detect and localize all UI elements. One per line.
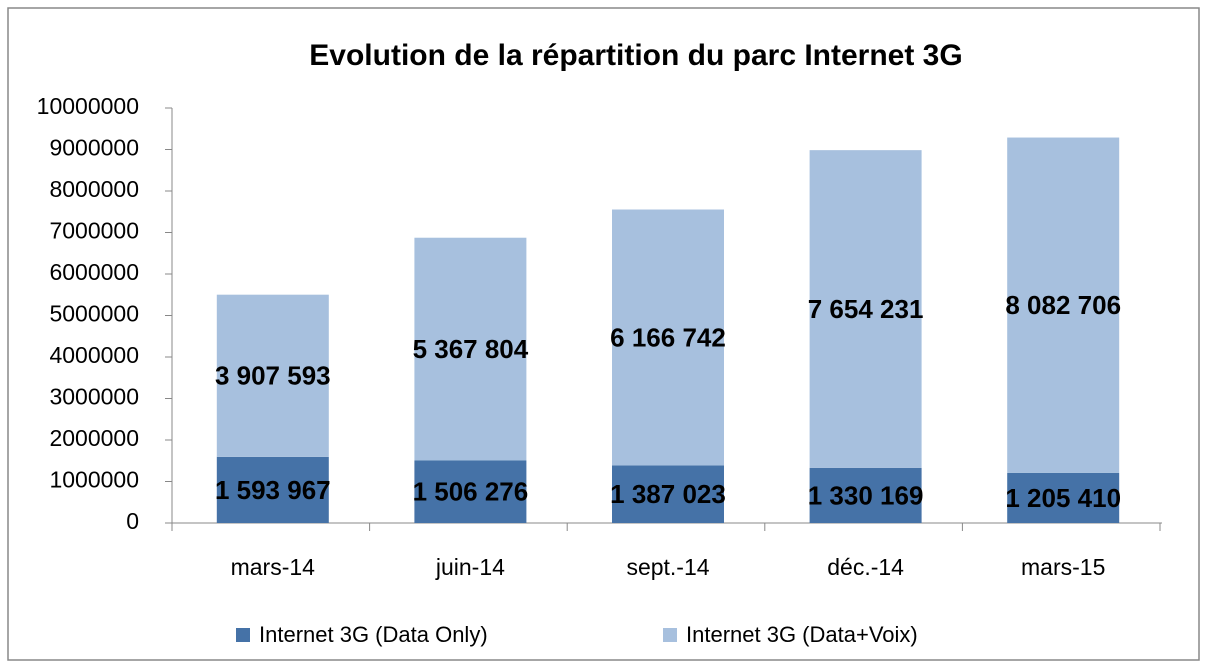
bar-segment xyxy=(216,294,329,457)
value-label: 1 506 276 xyxy=(413,477,529,507)
x-tick-label: mars-15 xyxy=(1021,554,1105,580)
chart-border xyxy=(7,7,1200,661)
y-tick-label: 8000000 xyxy=(49,176,139,202)
bar-segment xyxy=(809,150,922,468)
y-tick-label: 4000000 xyxy=(49,342,139,368)
chart-title: Evolution de la répartition du parc Inte… xyxy=(309,39,962,72)
legend-label: Internet 3G (Data Only) xyxy=(259,622,488,647)
y-tick-label: 10000000 xyxy=(37,93,139,119)
value-label: 1 593 967 xyxy=(215,475,331,505)
x-tick-label: mars-14 xyxy=(231,554,316,580)
y-tick-label: 7000000 xyxy=(49,218,139,244)
x-tick-label: juin-14 xyxy=(435,554,505,580)
bar-segment xyxy=(216,456,329,523)
x-tick-label: sept.-14 xyxy=(626,554,709,580)
value-label: 1 387 023 xyxy=(610,479,726,509)
value-label: 3 907 593 xyxy=(215,361,331,391)
value-label: 8 082 706 xyxy=(1005,290,1121,320)
y-tick-label: 0 xyxy=(126,508,139,534)
legend-label: Internet 3G (Data+Voix) xyxy=(686,622,918,647)
value-label: 7 654 231 xyxy=(808,294,924,324)
value-label: 1 205 410 xyxy=(1005,483,1121,513)
y-tick-label: 6000000 xyxy=(49,259,139,285)
legend-swatch xyxy=(663,628,677,642)
bar-segment xyxy=(414,237,527,461)
y-tick-label: 1000000 xyxy=(49,467,139,493)
bar-segment xyxy=(414,460,527,523)
value-label: 1 330 169 xyxy=(808,480,924,510)
y-tick-label: 9000000 xyxy=(49,135,139,161)
legend-swatch xyxy=(236,628,250,642)
y-tick-label: 2000000 xyxy=(49,425,139,451)
bar-segment xyxy=(1007,472,1120,523)
value-label: 6 166 742 xyxy=(610,322,726,352)
x-tick-label: déc.-14 xyxy=(827,554,904,580)
bar-segment xyxy=(612,209,724,466)
y-tick-label: 3000000 xyxy=(49,384,139,410)
value-label: 5 367 804 xyxy=(413,334,529,364)
bar-segment xyxy=(1007,137,1120,473)
bar-segment xyxy=(809,467,922,523)
y-tick-label: 5000000 xyxy=(49,301,139,327)
bar-segment xyxy=(612,465,724,523)
